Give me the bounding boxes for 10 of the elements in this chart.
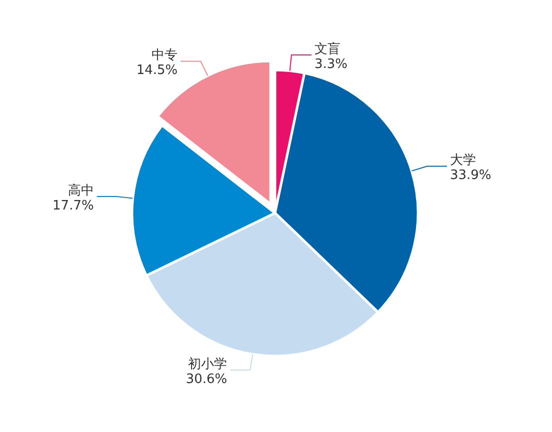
- slice-label: 文盲: [314, 40, 340, 57]
- data-label: 17.7%: [52, 198, 94, 214]
- slice-label: 中专: [152, 48, 178, 64]
- data-label: 30.6%: [186, 372, 228, 388]
- data-label: 33.9%: [450, 168, 492, 184]
- slice-label: 高中: [68, 182, 94, 199]
- slice-label: 初小学: [188, 357, 228, 372]
- slice-label: 大学: [450, 153, 476, 168]
- data-label: 14.5%: [136, 63, 178, 78]
- data-label: 3.3%: [314, 56, 348, 72]
